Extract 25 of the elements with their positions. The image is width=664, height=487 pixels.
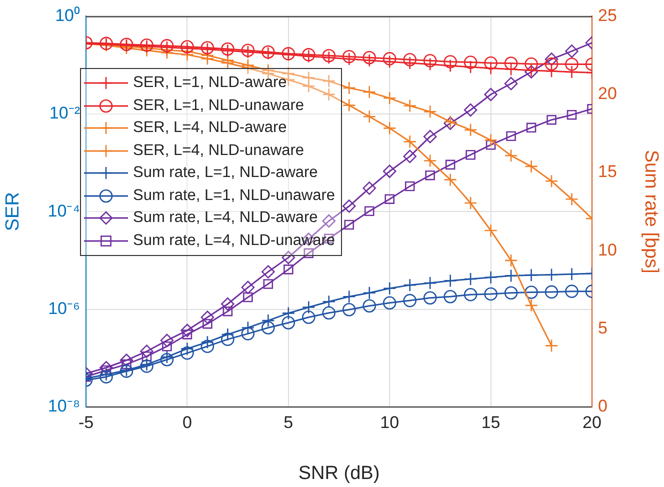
y2-tick-label: 5 [598,318,608,338]
y2-tick-label: 15 [598,162,617,182]
y2-tick-label: 20 [598,84,617,104]
x-tick-label: 0 [182,412,192,432]
legend-label: SER, L=4, NLD-aware [133,119,287,138]
y-tick-label: 10⁰ [55,6,80,25]
y-axis-title: SER [2,192,24,232]
x-tick-label: 10 [380,412,400,432]
y-tick-label: 10⁻⁸ [48,396,80,416]
y2-tick-label: 10 [598,240,617,260]
legend-label: Sum rate, L=1, NLD-aware [133,164,318,182]
y2-tick-label: 25 [598,6,617,25]
y-tick-label: 10⁻² [49,104,80,123]
y-tick-label: 10⁻⁶ [48,298,80,318]
x-tick-label: 15 [481,412,500,432]
legend-label: SER, L=1, NLD-unaware [133,96,304,115]
legend-label: SER, L=4, NLD-unaware [133,142,304,160]
legend-label: SER, L=1, NLD-aware [133,74,287,92]
legend-label: Sum rate, L=4, NLD-aware [133,209,318,228]
x-tick-label: 5 [284,412,294,432]
legend-label: Sum rate, L=1, NLD-unaware [133,186,336,205]
x-tick-label: -5 [78,412,94,432]
y-tick-label: 10⁻⁴ [48,201,80,220]
x-axis-title: SNR (dB) [298,462,380,484]
y2-axis-title: Sum rate [bps] [640,150,662,274]
